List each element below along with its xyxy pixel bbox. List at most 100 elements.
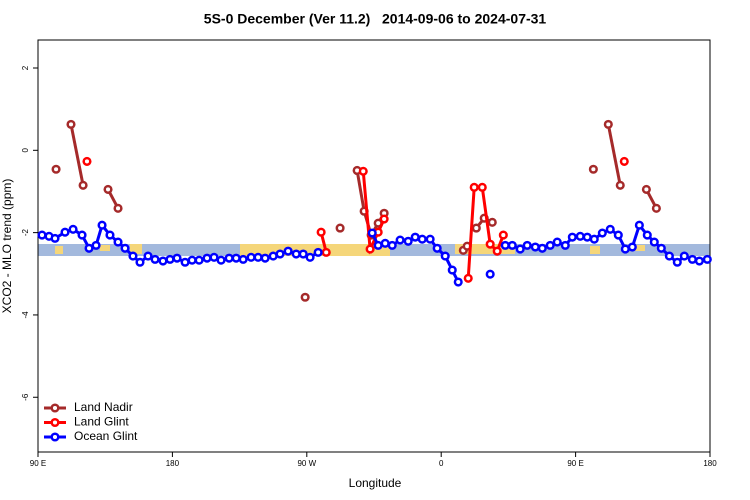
data-point bbox=[283, 246, 293, 256]
data-point bbox=[656, 243, 666, 253]
data-point bbox=[664, 251, 674, 261]
chart-title: 5S-0 December (Ver 11.2) 2014-09-06 to 2… bbox=[204, 11, 547, 27]
data-point bbox=[84, 243, 94, 253]
data-point bbox=[485, 239, 495, 249]
data-point bbox=[522, 240, 532, 250]
data-point bbox=[373, 240, 383, 250]
data-point bbox=[253, 252, 263, 262]
data-point bbox=[358, 166, 368, 176]
data-point bbox=[588, 164, 598, 174]
data-point bbox=[694, 256, 704, 266]
y-axis-label: XCO2 - MLO trend (ppm) bbox=[0, 179, 14, 314]
data-point bbox=[425, 234, 435, 244]
legend-marker bbox=[50, 417, 60, 428]
x-axis-label: Longitude bbox=[349, 476, 402, 490]
data-point bbox=[395, 235, 405, 245]
data-point bbox=[619, 156, 629, 166]
data-point bbox=[50, 233, 60, 243]
data-point bbox=[268, 251, 278, 261]
y-tick-label: -4 bbox=[21, 311, 30, 319]
data-point bbox=[530, 242, 540, 252]
data-point bbox=[367, 228, 377, 238]
data-point bbox=[627, 242, 637, 252]
data-point bbox=[552, 237, 562, 247]
data-point bbox=[135, 257, 145, 267]
legend-label: Land Glint bbox=[74, 415, 129, 429]
y-tick-label: 2 bbox=[21, 65, 30, 70]
data-point bbox=[187, 255, 197, 265]
x-tick-label: 0 bbox=[439, 459, 444, 468]
data-point bbox=[603, 119, 613, 129]
data-point bbox=[165, 254, 175, 264]
data-point bbox=[105, 230, 115, 240]
data-point bbox=[417, 234, 427, 244]
data-point bbox=[620, 244, 630, 254]
data-point bbox=[51, 164, 61, 174]
x-tick-label: 180 bbox=[703, 459, 717, 468]
data-point bbox=[605, 224, 615, 234]
data-point bbox=[500, 240, 510, 250]
data-point bbox=[103, 184, 113, 194]
data-point bbox=[575, 231, 585, 241]
data-point bbox=[66, 119, 76, 129]
data-point bbox=[687, 254, 697, 264]
data-point bbox=[180, 257, 190, 267]
data-point bbox=[410, 232, 420, 242]
y-tick-label: -2 bbox=[21, 229, 30, 237]
data-point bbox=[128, 251, 138, 261]
data-point bbox=[113, 203, 123, 213]
series-line bbox=[361, 171, 386, 255]
data-point bbox=[702, 254, 712, 264]
legend-label: Ocean Glint bbox=[74, 429, 138, 443]
data-point bbox=[113, 237, 123, 247]
data-point bbox=[641, 184, 651, 194]
data-point bbox=[202, 253, 212, 263]
data-point bbox=[613, 230, 623, 240]
legend-marker bbox=[50, 432, 60, 442]
data-point bbox=[440, 251, 450, 261]
legend-label: Land Nadir bbox=[74, 400, 133, 414]
data-point bbox=[567, 232, 577, 242]
series-line bbox=[606, 124, 622, 186]
data-point bbox=[672, 257, 682, 267]
data-point bbox=[432, 243, 442, 253]
data-point bbox=[471, 223, 481, 233]
data-point bbox=[82, 156, 92, 166]
data-point bbox=[387, 240, 397, 250]
x-tick-label: 90 E bbox=[567, 459, 583, 468]
data-point bbox=[313, 247, 323, 257]
data-point bbox=[60, 227, 70, 237]
x-tick-label: 90 W bbox=[297, 459, 316, 468]
plot-frame bbox=[37, 39, 711, 453]
data-point bbox=[447, 265, 457, 275]
y-tick-label: 0 bbox=[21, 148, 30, 153]
data-point bbox=[589, 234, 599, 244]
data-point bbox=[194, 255, 204, 265]
data-point bbox=[150, 254, 160, 264]
data-point bbox=[216, 255, 226, 265]
data-point bbox=[615, 180, 625, 190]
data-point bbox=[560, 240, 570, 250]
data-point bbox=[209, 252, 219, 262]
legend-marker bbox=[50, 403, 60, 413]
data-point bbox=[403, 236, 413, 246]
data-point bbox=[545, 240, 555, 250]
data-point bbox=[597, 228, 607, 238]
data-point bbox=[515, 244, 525, 254]
data-point bbox=[642, 230, 652, 240]
data-point bbox=[321, 247, 331, 257]
data-point bbox=[77, 230, 87, 240]
data-point bbox=[298, 249, 308, 259]
data-point bbox=[582, 232, 592, 242]
data-point bbox=[316, 227, 326, 237]
data-point bbox=[260, 253, 270, 263]
data-point bbox=[97, 220, 107, 230]
data-point bbox=[172, 253, 182, 263]
x-tick-label: 90 E bbox=[30, 459, 46, 468]
data-point bbox=[679, 251, 689, 261]
data-point bbox=[487, 217, 497, 227]
data-point bbox=[120, 243, 130, 253]
data-point bbox=[537, 243, 547, 253]
data-point bbox=[158, 256, 168, 266]
data-point bbox=[291, 249, 301, 259]
